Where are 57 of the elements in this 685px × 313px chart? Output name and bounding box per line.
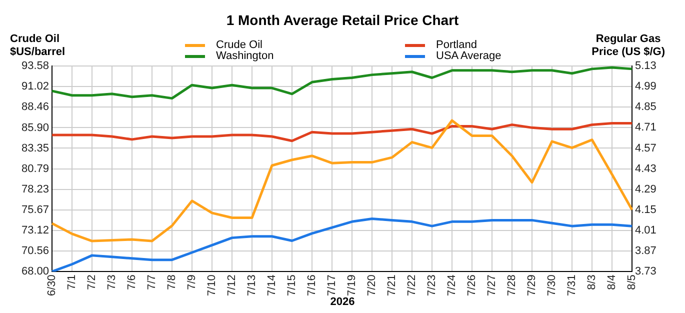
x-tick-label: 7/16 [306,274,318,296]
chart-title: 1 Month Average Retail Price Chart [225,12,460,28]
y-tick-label: 75.67 [21,204,49,216]
x-tick-label: 7/3 [106,274,118,290]
x-axis-title: 2026 [329,296,356,308]
x-tick-label: 7/20 [366,274,378,296]
y-tick-label: 93.58 [21,60,49,72]
legend-label: Crude Oil [216,39,262,51]
x-tick-label: 7/17 [326,274,338,296]
x-tick-label: 7/30 [546,274,558,296]
x-tick-label: 7/12 [226,274,238,296]
x-tick-label: 7/22 [406,274,418,296]
y2-tick-label: 4.01 [635,224,656,237]
x-tick-label: 7/10 [206,274,218,296]
x-tick-label: 7/7 [146,274,158,290]
x-tick-label: 7/26 [466,274,478,296]
y-tick-label: 83.35 [21,142,49,154]
y2-tick-label: 4.99 [635,80,656,93]
x-tick-label: 7/8 [166,274,178,290]
y2-axis-title: Regular Gas Price (US $/G) [592,33,665,59]
y2-tick-label: 3.87 [635,245,656,258]
y-tick-label: 85.90 [21,122,49,134]
x-tick-label: 7/6 [126,274,138,290]
x-tick-label: 7/29 [526,274,538,296]
x-tick-label: 7/19 [346,274,358,296]
x-tick-label: 7/14 [266,274,278,296]
x-tick-label: 8/3 [586,274,598,290]
x-tick-label: 7/9 [186,274,198,290]
x-tick-label: 8/4 [606,274,618,290]
y-tick-label: 78.23 [21,183,49,196]
x-tick-label: 7/21 [386,274,398,296]
x-tick-label: 7/15 [286,274,298,296]
y-tick-label: 73.12 [21,224,49,236]
x-tick-label: 7/2 [86,274,98,290]
legend-label: Portland [436,39,477,51]
x-tick-label: 7/13 [246,274,258,296]
x-tick-label: 7/1 [66,274,78,290]
y2-tick-label: 4.57 [635,142,656,154]
y-tick-label: 91.02 [21,80,49,93]
y-axis-title: Crude Oil $US/barrel [10,33,66,59]
legend-label: USA Average [436,50,502,62]
y2-tick-label: 4.43 [635,162,656,175]
y-tick-label: 88.46 [21,101,49,114]
y-tick-label: 80.79 [21,162,49,175]
x-tick-label: 7/31 [566,274,578,296]
y2-tick-label: 4.29 [635,183,656,196]
y2-tick-label: 4.71 [635,122,656,134]
x-tick-label: 7/27 [486,274,498,296]
y2-tick-label: 5.13 [635,60,656,72]
x-tick-label: 7/23 [426,274,438,296]
y2-tick-label: 4.85 [635,101,656,114]
x-tick-label: 7/24 [446,274,458,296]
legend-label: Washington [216,50,274,62]
y-tick-label: 70.56 [21,245,49,258]
x-tick-label: 7/28 [506,274,518,296]
x-tick-label: 6/30 [46,274,58,296]
y2-tick-label: 4.15 [635,204,656,216]
